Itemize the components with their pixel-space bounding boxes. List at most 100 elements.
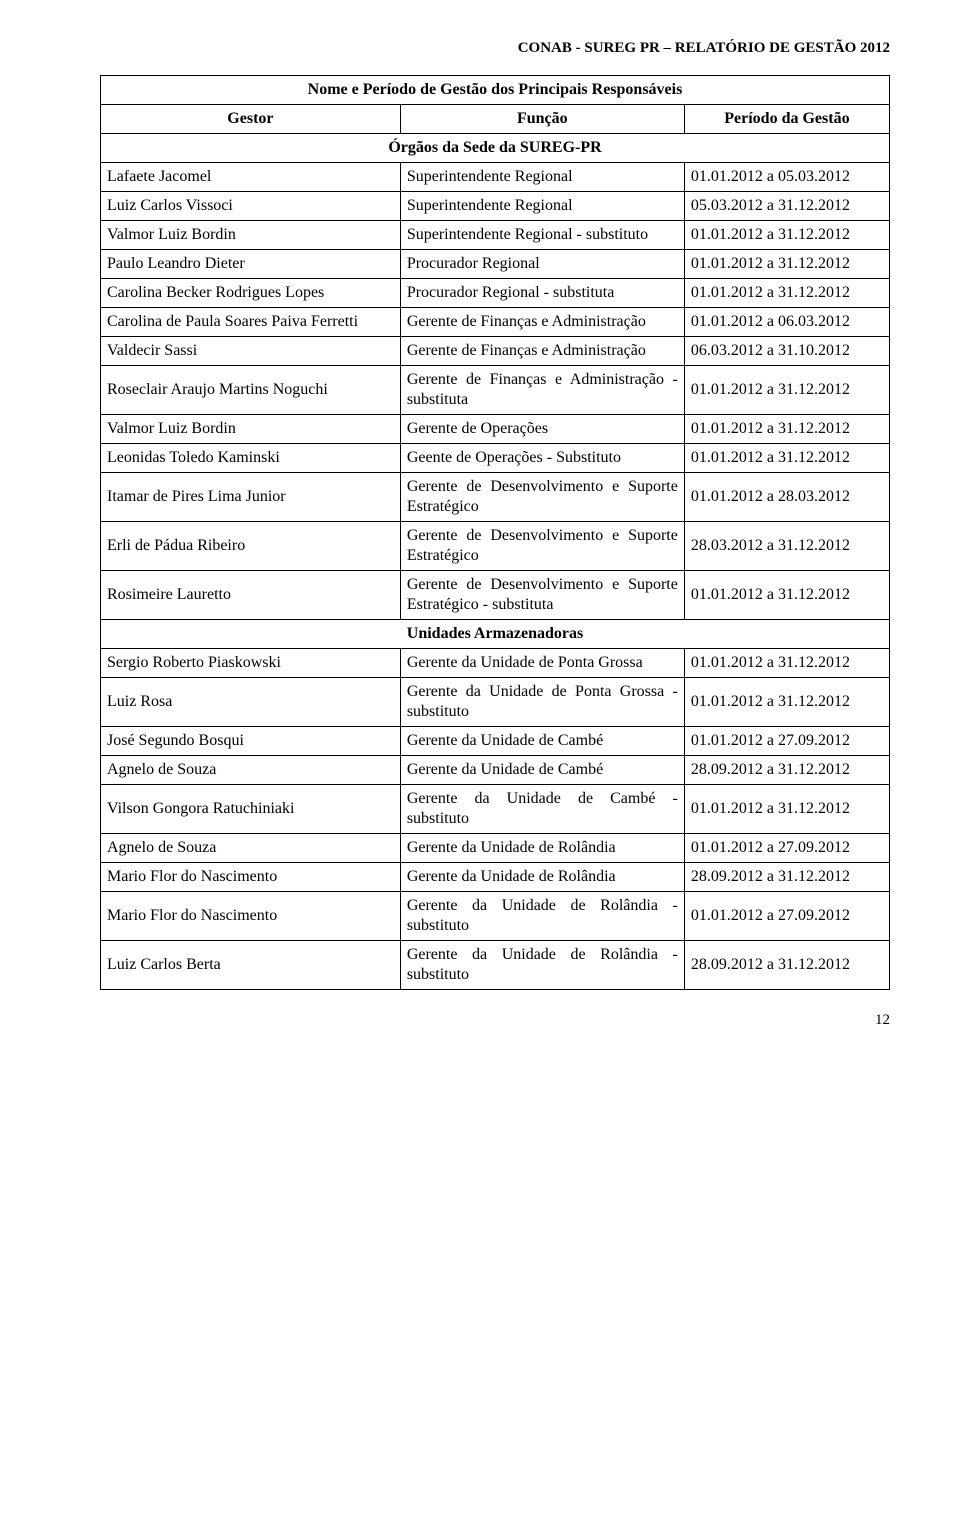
cell-periodo: 28.03.2012 a 31.12.2012 bbox=[684, 522, 889, 571]
table-row: Carolina Becker Rodrigues LopesProcurado… bbox=[101, 279, 890, 308]
cell-periodo: 01.01.2012 a 31.12.2012 bbox=[684, 221, 889, 250]
cell-gestor: José Segundo Bosqui bbox=[101, 727, 401, 756]
cell-gestor: Paulo Leandro Dieter bbox=[101, 250, 401, 279]
cell-funcao: Gerente de Desenvolvimento e Suporte Est… bbox=[400, 473, 684, 522]
cell-gestor: Roseclair Araujo Martins Noguchi bbox=[101, 366, 401, 415]
cell-funcao: Procurador Regional - substituta bbox=[400, 279, 684, 308]
cell-periodo: 01.01.2012 a 27.09.2012 bbox=[684, 727, 889, 756]
cell-periodo: 01.01.2012 a 27.09.2012 bbox=[684, 834, 889, 863]
table-row: Luiz Carlos BertaGerente da Unidade de R… bbox=[101, 941, 890, 990]
cell-gestor: Valmor Luiz Bordin bbox=[101, 221, 401, 250]
cell-gestor: Agnelo de Souza bbox=[101, 834, 401, 863]
table-row: Vilson Gongora RatuchiniakiGerente da Un… bbox=[101, 785, 890, 834]
cell-periodo: 01.01.2012 a 06.03.2012 bbox=[684, 308, 889, 337]
cell-funcao: Superintendente Regional bbox=[400, 192, 684, 221]
cell-gestor: Carolina Becker Rodrigues Lopes bbox=[101, 279, 401, 308]
cell-funcao: Gerente de Finanças e Administração - su… bbox=[400, 366, 684, 415]
cell-gestor: Leonidas Toledo Kaminski bbox=[101, 444, 401, 473]
cell-funcao: Gerente de Operações bbox=[400, 415, 684, 444]
cell-gestor: Luiz Rosa bbox=[101, 678, 401, 727]
cell-funcao: Geente de Operações - Substituto bbox=[400, 444, 684, 473]
cell-gestor: Agnelo de Souza bbox=[101, 756, 401, 785]
table-row: Mario Flor do NascimentoGerente da Unida… bbox=[101, 863, 890, 892]
cell-funcao: Gerente da Unidade de Cambé - substituto bbox=[400, 785, 684, 834]
cell-gestor: Mario Flor do Nascimento bbox=[101, 892, 401, 941]
table-row: Mario Flor do NascimentoGerente da Unida… bbox=[101, 892, 890, 941]
cell-funcao: Gerente da Unidade de Cambé bbox=[400, 727, 684, 756]
cell-periodo: 06.03.2012 a 31.10.2012 bbox=[684, 337, 889, 366]
cell-periodo: 01.01.2012 a 31.12.2012 bbox=[684, 678, 889, 727]
table-row: Paulo Leandro DieterProcurador Regional0… bbox=[101, 250, 890, 279]
cell-funcao: Procurador Regional bbox=[400, 250, 684, 279]
cell-periodo: 01.01.2012 a 31.12.2012 bbox=[684, 415, 889, 444]
section-unidades-label: Unidades Armazenadoras bbox=[101, 620, 890, 649]
cell-periodo: 28.09.2012 a 31.12.2012 bbox=[684, 941, 889, 990]
cell-periodo: 01.01.2012 a 31.12.2012 bbox=[684, 649, 889, 678]
cell-gestor: Luiz Carlos Berta bbox=[101, 941, 401, 990]
cell-funcao: Gerente da Unidade de Rolândia bbox=[400, 863, 684, 892]
cell-periodo: 28.09.2012 a 31.12.2012 bbox=[684, 756, 889, 785]
table-row: Agnelo de SouzaGerente da Unidade de Rol… bbox=[101, 834, 890, 863]
cell-funcao: Superintendente Regional - substituto bbox=[400, 221, 684, 250]
table-row: Valmor Luiz BordinGerente de Operações01… bbox=[101, 415, 890, 444]
col-funcao: Função bbox=[400, 105, 684, 134]
cell-funcao: Gerente de Desenvolvimento e Suporte Est… bbox=[400, 571, 684, 620]
document-header: CONAB - SUREG PR – RELATÓRIO DE GESTÃO 2… bbox=[100, 40, 890, 57]
cell-gestor: Carolina de Paula Soares Paiva Ferretti bbox=[101, 308, 401, 337]
table-row: Sergio Roberto PiaskowskiGerente da Unid… bbox=[101, 649, 890, 678]
cell-gestor: Luiz Carlos Vissoci bbox=[101, 192, 401, 221]
cell-periodo: 01.01.2012 a 31.12.2012 bbox=[684, 279, 889, 308]
section-unidades: Unidades Armazenadoras bbox=[101, 620, 890, 649]
cell-periodo: 01.01.2012 a 27.09.2012 bbox=[684, 892, 889, 941]
section-orgaos: Órgãos da Sede da SUREG-PR bbox=[101, 134, 890, 163]
cell-gestor: Mario Flor do Nascimento bbox=[101, 863, 401, 892]
cell-funcao: Gerente da Unidade de Rolândia bbox=[400, 834, 684, 863]
table-row: Leonidas Toledo KaminskiGeente de Operaç… bbox=[101, 444, 890, 473]
cell-periodo: 01.01.2012 a 31.12.2012 bbox=[684, 444, 889, 473]
table-row: Luiz Carlos VissociSuperintendente Regio… bbox=[101, 192, 890, 221]
table-row: Erli de Pádua RibeiroGerente de Desenvol… bbox=[101, 522, 890, 571]
table-row: Roseclair Araujo Martins NoguchiGerente … bbox=[101, 366, 890, 415]
col-gestor: Gestor bbox=[101, 105, 401, 134]
cell-funcao: Gerente de Finanças e Administração bbox=[400, 337, 684, 366]
main-table: Nome e Período de Gestão dos Principais … bbox=[100, 75, 890, 990]
cell-funcao: Gerente de Finanças e Administração bbox=[400, 308, 684, 337]
table-row: Valmor Luiz BordinSuperintendente Region… bbox=[101, 221, 890, 250]
table-row: Carolina de Paula Soares Paiva FerrettiG… bbox=[101, 308, 890, 337]
table-row: Luiz RosaGerente da Unidade de Ponta Gro… bbox=[101, 678, 890, 727]
cell-periodo: 01.01.2012 a 31.12.2012 bbox=[684, 366, 889, 415]
col-periodo: Período da Gestão bbox=[684, 105, 889, 134]
cell-periodo: 28.09.2012 a 31.12.2012 bbox=[684, 863, 889, 892]
cell-gestor: Rosimeire Lauretto bbox=[101, 571, 401, 620]
table-row: Valdecir SassiGerente de Finanças e Admi… bbox=[101, 337, 890, 366]
cell-periodo: 05.03.2012 a 31.12.2012 bbox=[684, 192, 889, 221]
table-row: José Segundo BosquiGerente da Unidade de… bbox=[101, 727, 890, 756]
cell-gestor: Lafaete Jacomel bbox=[101, 163, 401, 192]
cell-gestor: Vilson Gongora Ratuchiniaki bbox=[101, 785, 401, 834]
page-container: CONAB - SUREG PR – RELATÓRIO DE GESTÃO 2… bbox=[0, 0, 960, 1069]
table-header-row: Gestor Função Período da Gestão bbox=[101, 105, 890, 134]
cell-periodo: 01.01.2012 a 05.03.2012 bbox=[684, 163, 889, 192]
cell-gestor: Valmor Luiz Bordin bbox=[101, 415, 401, 444]
table-row: Agnelo de SouzaGerente da Unidade de Cam… bbox=[101, 756, 890, 785]
cell-funcao: Superintendente Regional bbox=[400, 163, 684, 192]
cell-gestor: Sergio Roberto Piaskowski bbox=[101, 649, 401, 678]
cell-periodo: 01.01.2012 a 31.12.2012 bbox=[684, 785, 889, 834]
cell-periodo: 01.01.2012 a 28.03.2012 bbox=[684, 473, 889, 522]
table-row: Lafaete JacomelSuperintendente Regional0… bbox=[101, 163, 890, 192]
cell-periodo: 01.01.2012 a 31.12.2012 bbox=[684, 250, 889, 279]
cell-funcao: Gerente da Unidade de Ponta Grossa - sub… bbox=[400, 678, 684, 727]
cell-funcao: Gerente da Unidade de Rolândia - substit… bbox=[400, 941, 684, 990]
table-row: Rosimeire LaurettoGerente de Desenvolvim… bbox=[101, 571, 890, 620]
cell-gestor: Itamar de Pires Lima Junior bbox=[101, 473, 401, 522]
table-row: Itamar de Pires Lima JuniorGerente de De… bbox=[101, 473, 890, 522]
page-number: 12 bbox=[100, 1012, 890, 1029]
cell-funcao: Gerente da Unidade de Ponta Grossa bbox=[400, 649, 684, 678]
table-title: Nome e Período de Gestão dos Principais … bbox=[101, 76, 890, 105]
cell-gestor: Erli de Pádua Ribeiro bbox=[101, 522, 401, 571]
cell-periodo: 01.01.2012 a 31.12.2012 bbox=[684, 571, 889, 620]
cell-funcao: Gerente da Unidade de Rolândia - substit… bbox=[400, 892, 684, 941]
cell-funcao: Gerente da Unidade de Cambé bbox=[400, 756, 684, 785]
section-orgaos-label: Órgãos da Sede da SUREG-PR bbox=[101, 134, 890, 163]
table-title-row: Nome e Período de Gestão dos Principais … bbox=[101, 76, 890, 105]
